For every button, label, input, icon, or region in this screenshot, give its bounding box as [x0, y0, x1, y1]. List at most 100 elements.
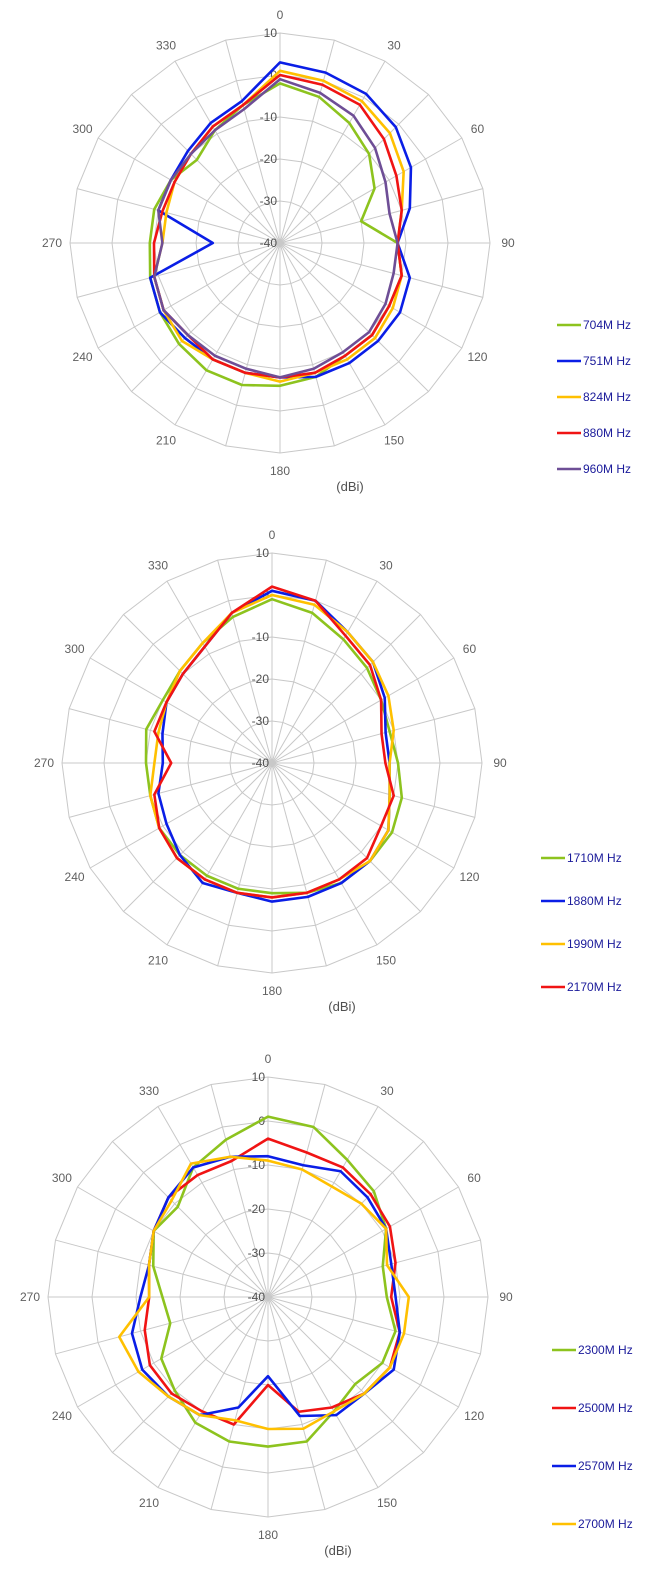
grid-spoke	[279, 94, 429, 244]
angle-tick-label: 0	[265, 1052, 272, 1066]
radial-tick-label: -40	[248, 1290, 266, 1304]
grid-spoke	[157, 1106, 269, 1298]
radial-tick-label: -40	[252, 756, 270, 770]
grid-spoke	[77, 1186, 269, 1298]
angle-tick-label: 150	[376, 953, 396, 967]
angle-tick-label: 270	[34, 756, 54, 770]
grid-spoke	[174, 242, 281, 426]
angle-tick-label: 330	[148, 559, 168, 573]
legend-entry: 824M Hz	[583, 390, 631, 404]
angle-tick-label: 300	[65, 642, 85, 656]
grid-spoke	[131, 94, 281, 244]
grid-spoke	[69, 762, 273, 818]
unit-label: (dBi)	[328, 999, 355, 1014]
grid-spoke	[271, 762, 378, 946]
legend-entry: 2300M Hz	[578, 1343, 633, 1357]
legend-entry: 2700M Hz	[578, 1517, 633, 1531]
angle-tick-label: 300	[52, 1171, 72, 1185]
grid-spoke	[279, 137, 463, 244]
grid-spoke	[77, 242, 281, 298]
grid-spoke	[279, 242, 335, 446]
grid-spoke	[97, 137, 281, 244]
grid-spoke	[217, 762, 273, 966]
angle-tick-label: 210	[156, 433, 176, 447]
grid-spoke	[267, 1296, 379, 1488]
grid-spoke	[271, 560, 327, 764]
angle-tick-label: 120	[464, 1409, 484, 1423]
grid-spoke	[267, 1296, 424, 1453]
polar-chart-1: 100-10-20-30-400306090120150180210240270…	[42, 8, 631, 494]
radial-tick-label: -20	[252, 672, 270, 686]
angle-tick-label: 180	[258, 1528, 278, 1542]
legend-entry: 2570M Hz	[578, 1459, 633, 1473]
grid-spoke	[225, 40, 281, 244]
grid-spoke	[210, 1296, 269, 1510]
unit-label: (dBi)	[336, 479, 363, 494]
legend-entry: 1880M Hz	[567, 894, 622, 908]
grid-spoke	[267, 1296, 481, 1355]
grid-spoke	[123, 762, 273, 912]
grid-spoke	[279, 242, 386, 426]
radial-tick-label: -30	[260, 194, 278, 208]
grid-spoke	[166, 580, 273, 764]
polar-chart-3: 100-10-20-30-400306090120150180210240270…	[20, 1052, 633, 1558]
series-line	[117, 1155, 411, 1431]
grid-spoke	[267, 1106, 379, 1298]
angle-tick-label: 180	[262, 984, 282, 998]
angle-tick-label: 240	[52, 1409, 72, 1423]
angle-tick-label: 300	[73, 122, 93, 136]
angle-tick-label: 90	[499, 1290, 513, 1304]
legend-entry: 1710M Hz	[567, 851, 622, 865]
grid-spoke	[267, 1296, 326, 1510]
radial-tick-label: -20	[260, 152, 278, 166]
angle-tick-label: 240	[65, 870, 85, 884]
angle-tick-label: 0	[277, 8, 284, 22]
grid-spoke	[271, 762, 327, 966]
grid-spoke	[267, 1141, 424, 1298]
grid-spoke	[157, 1296, 269, 1488]
radial-tick-label: -30	[252, 714, 270, 728]
grid-spoke	[279, 242, 429, 392]
grid-spoke	[174, 60, 281, 244]
grid-spoke	[89, 657, 273, 764]
grid-spoke	[210, 1084, 269, 1298]
grid-spoke	[89, 762, 273, 869]
radial-tick-label: -40	[260, 236, 278, 250]
grid-spoke	[55, 1239, 269, 1298]
angle-tick-label: 330	[156, 39, 176, 53]
grid-spoke	[279, 60, 386, 244]
grid-spoke	[271, 657, 455, 764]
angle-tick-label: 150	[384, 433, 404, 447]
angle-tick-label: 30	[379, 559, 393, 573]
angle-tick-label: 330	[139, 1084, 159, 1098]
angle-tick-label: 30	[387, 39, 401, 53]
angle-tick-label: 30	[380, 1084, 394, 1098]
legend-entry: 2170M Hz	[567, 980, 622, 994]
grid-spoke	[279, 242, 483, 298]
angle-tick-label: 240	[73, 350, 93, 364]
angle-tick-label: 270	[42, 236, 62, 250]
radial-tick-label: 10	[264, 26, 278, 40]
grid-spoke	[267, 1296, 459, 1408]
angle-tick-label: 90	[493, 756, 507, 770]
grid-spoke	[279, 188, 483, 244]
angle-tick-label: 60	[463, 642, 477, 656]
grid-spoke	[97, 242, 281, 349]
radial-tick-label: -10	[248, 1158, 266, 1172]
legend-entry: 960M Hz	[583, 462, 631, 476]
radial-tick-label: -20	[248, 1202, 266, 1216]
grid-spoke	[267, 1084, 326, 1298]
angle-tick-label: 180	[270, 464, 290, 478]
grid-spoke	[271, 708, 475, 764]
legend-entry: 880M Hz	[583, 426, 631, 440]
grid-spoke	[131, 242, 281, 392]
angle-tick-label: 60	[471, 122, 485, 136]
angle-tick-label: 60	[467, 1171, 481, 1185]
radial-tick-label: -30	[248, 1246, 266, 1260]
polar-chart-2: 100-10-20-30-400306090120150180210240270…	[34, 528, 622, 1014]
grid-spoke	[166, 762, 273, 946]
angle-tick-label: 120	[459, 870, 479, 884]
grid-spoke	[112, 1141, 269, 1298]
grid-spoke	[271, 614, 421, 764]
